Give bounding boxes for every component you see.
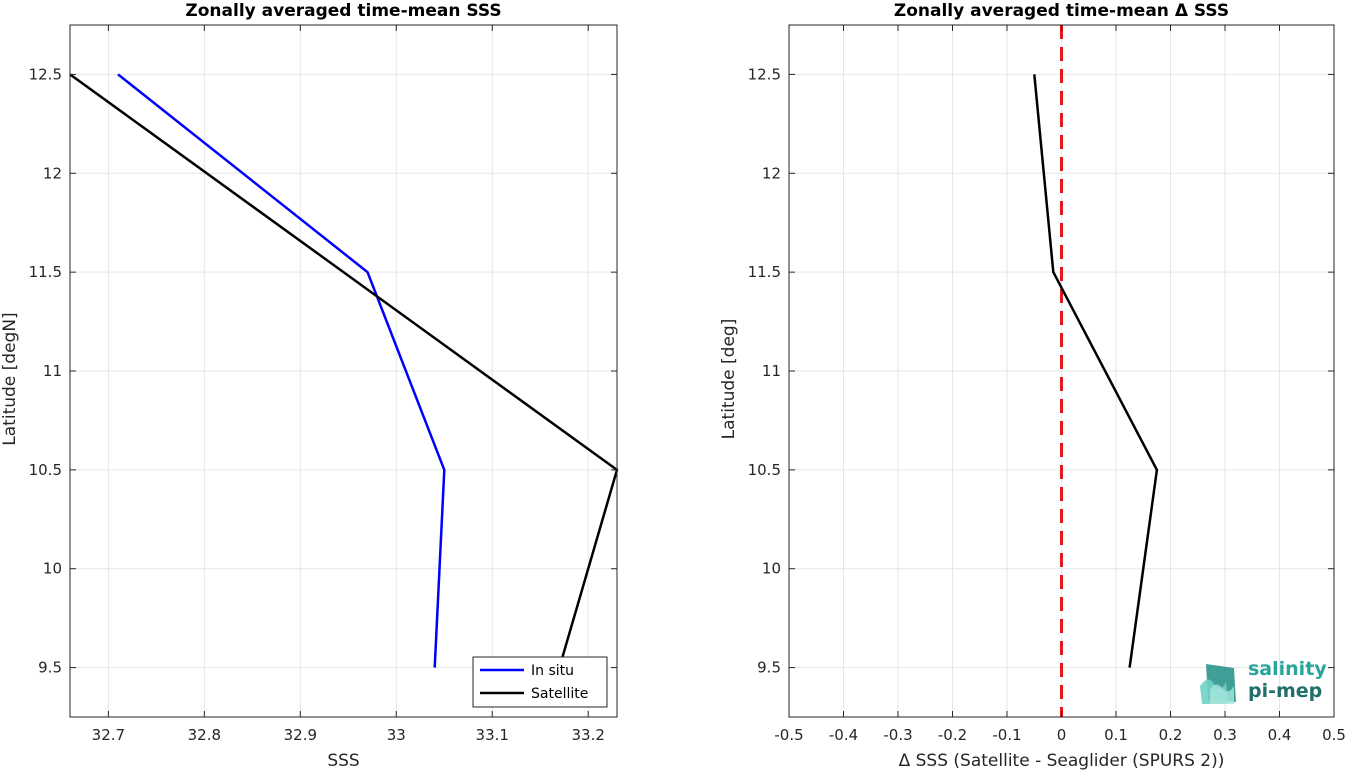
logo: salinity pi-mep [1196,656,1336,708]
y-tick-label: 9.5 [757,659,781,677]
y-tick-label: 11 [762,362,781,380]
y-tick-label: 12.5 [29,65,62,83]
x-tick-label: 0.1 [1104,726,1128,744]
y-tick-label: 10 [43,560,62,578]
y-tick-label: 12 [43,164,62,182]
legend: In situ Satellite [472,656,608,708]
series-line-1 [1033,74,1159,668]
x-axis-label: SSS [327,751,359,770]
salinity-logo-icon [1200,664,1236,704]
y-axis-label: Latitude [deg] [719,319,739,440]
x-tick-label: 33 [387,726,406,744]
x-tick-label: 0.3 [1213,726,1237,744]
y-axis-label: Latitude [degN] [0,312,20,445]
x-tick-label: -0.5 [774,726,803,744]
x-tick-label: -0.4 [829,726,858,744]
chart-title: Zonally averaged time-mean SSS [185,1,501,21]
x-tick-label: 0.5 [1322,726,1346,744]
series-line-in-situ [117,73,446,668]
x-tick-label: 0.2 [1159,726,1183,744]
y-tick-label: 9.5 [38,659,62,677]
legend-box [472,656,608,708]
x-axis-label: Δ SSS (Satellite - Seaglider (SPURS 2)) [899,751,1225,770]
x-tick-label: -0.2 [938,726,967,744]
y-tick-label: 10.5 [748,461,781,479]
y-tick-label: 12.5 [748,65,781,83]
x-tick-label: -0.3 [883,726,912,744]
legend-entry: Satellite [531,686,588,702]
x-tick-label: 0 [1057,726,1067,744]
x-tick-label: 32.8 [188,726,221,744]
x-tick-label: 32.7 [92,726,125,744]
chart-title: Zonally averaged time-mean Δ SSS [894,1,1229,21]
legend-entry: In situ [531,663,574,679]
logo-line2: pi-mep [1248,680,1323,702]
y-tick-label: 12 [762,164,781,182]
x-tick-label: -0.1 [992,726,1021,744]
y-tick-label: 10 [762,560,781,578]
chart-panel-1: 32.7 32.8 32.9 33 33.1 33.2 9.5 10 10.5 11 11.5 12 1… [0,1,619,770]
y-tick-label: 11.5 [748,263,781,281]
x-tick-label: 33.1 [476,726,509,744]
logo-line1: salinity [1248,658,1327,680]
x-tick-label: 32.9 [284,726,317,744]
chart-panel-2: -0.5 -0.4 -0.3 -0.2 -0.1 0 0.1 0.2 0.3 0.4 0.5 9.5 1… [719,1,1346,770]
x-tick-label: 0.4 [1268,726,1292,744]
y-tick-label: 11 [43,362,62,380]
x-tick-label: 33.2 [572,726,605,744]
y-tick-label: 10.5 [29,461,62,479]
y-tick-label: 11.5 [29,263,62,281]
